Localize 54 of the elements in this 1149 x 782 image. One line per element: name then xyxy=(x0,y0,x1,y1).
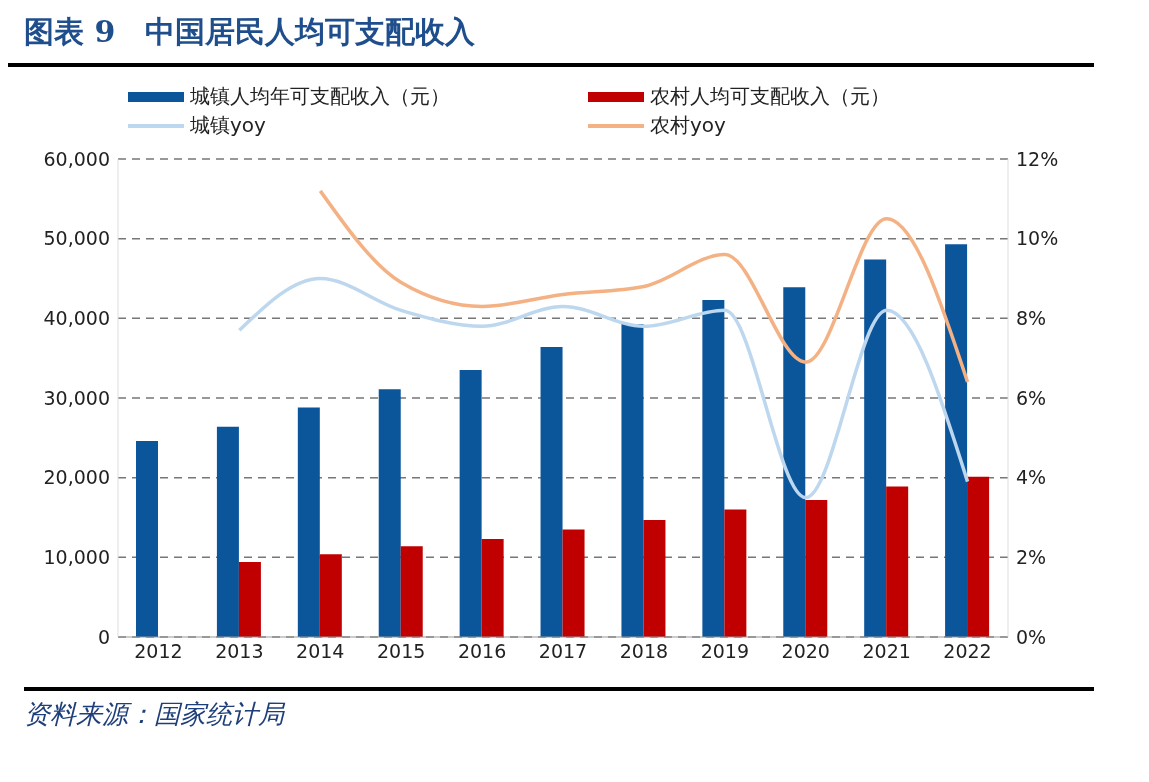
x-tick-label: 2020 xyxy=(781,640,830,663)
y2-tick-label: 8% xyxy=(1016,307,1047,330)
y-tick-label: 20,000 xyxy=(43,466,110,489)
bar xyxy=(967,476,990,637)
y-tick-label: 30,000 xyxy=(43,386,110,409)
x-tick-label: 2017 xyxy=(538,640,588,663)
y-tick-label: 10,000 xyxy=(43,546,110,569)
bar xyxy=(702,300,725,637)
y2-tick-label: 0% xyxy=(1016,625,1047,648)
legend-label: 城镇yoy xyxy=(190,112,266,139)
x-tick-label: 2022 xyxy=(943,640,992,663)
bar xyxy=(136,441,158,637)
bar xyxy=(724,509,747,637)
bar xyxy=(319,554,342,637)
y-tick-label: 60,000 xyxy=(43,147,110,170)
bar xyxy=(805,499,828,637)
x-tick-label: 2018 xyxy=(619,640,669,663)
x-tick-label: 2013 xyxy=(215,640,264,663)
y2-tick-label: 6% xyxy=(1016,386,1047,409)
x-tick-label: 2012 xyxy=(134,640,183,663)
line-series xyxy=(237,276,970,500)
legend-label: 农村yoy xyxy=(650,112,726,139)
y2-tick-label: 10% xyxy=(1016,227,1059,250)
bar xyxy=(378,389,401,637)
bar xyxy=(886,486,909,637)
chart-title: 图表 9 中国居民人均可支配收入 xyxy=(8,8,1094,67)
bar xyxy=(216,426,239,637)
y2-tick-label: 12% xyxy=(1016,147,1059,170)
bar xyxy=(864,259,887,637)
bar xyxy=(238,562,261,637)
bar xyxy=(481,539,504,637)
x-tick-label: 2021 xyxy=(862,640,911,663)
bar xyxy=(540,347,563,637)
legend-label: 农村人均可支配收入（元） xyxy=(650,83,890,110)
y2-tick-label: 2% xyxy=(1016,546,1047,569)
bar xyxy=(945,244,968,637)
bar xyxy=(783,287,806,637)
text: 资料来源：国家统计局 xyxy=(24,698,286,731)
bar xyxy=(459,370,482,637)
bar xyxy=(621,323,644,637)
bar xyxy=(400,546,423,637)
bar xyxy=(562,529,585,637)
x-tick-label: 2016 xyxy=(457,640,507,663)
line-series xyxy=(318,189,970,384)
bar xyxy=(643,519,666,637)
bar xyxy=(297,407,320,637)
y-tick-label: 50,000 xyxy=(43,227,110,250)
legend-label: 城镇人均年可支配收入（元） xyxy=(190,83,450,110)
y2-tick-label: 4% xyxy=(1016,466,1047,489)
y-tick-label: 0 xyxy=(97,625,110,648)
x-tick-label: 2015 xyxy=(377,640,426,663)
y-tick-label: 40,000 xyxy=(43,307,110,330)
x-tick-label: 2019 xyxy=(700,640,749,663)
x-tick-label: 2014 xyxy=(296,640,345,663)
